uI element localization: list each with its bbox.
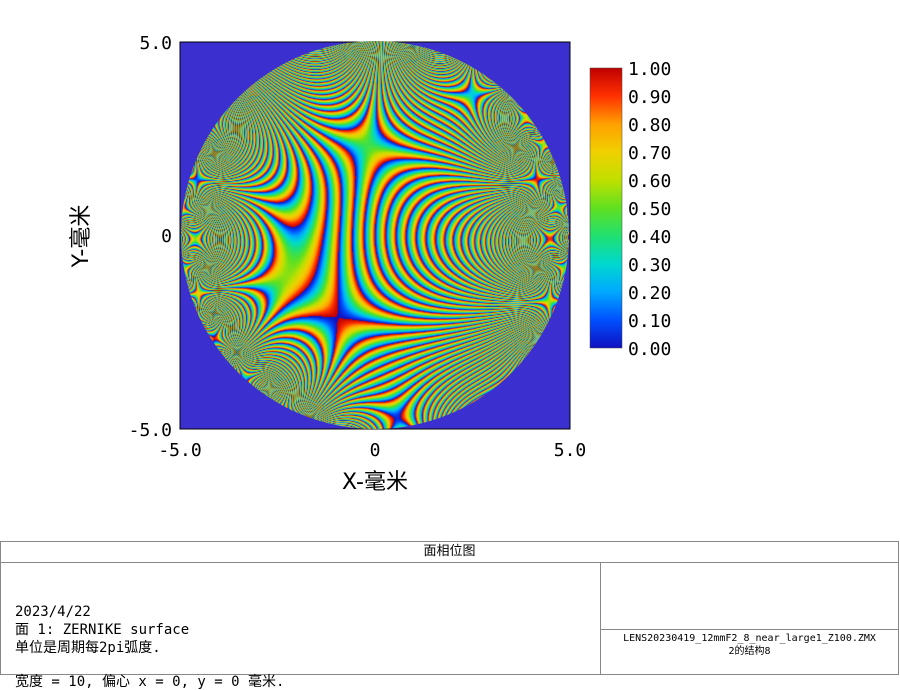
colorbar-tick-label: 0.10 (628, 311, 671, 332)
y-axis: 5.0 0 -5.0 Y-毫米 (69, 33, 172, 441)
file-box: LENS20230419_12mmF2_8_near_large1_Z100.Z… (601, 629, 898, 674)
info-panel: 面相位图 2023/4/22 面 1: ZERNIKE surface 单位是周… (0, 541, 899, 690)
y-axis-title: Y-毫米 (69, 205, 94, 269)
colorbar-ticks: 1.00 0.90 0.80 0.70 0.60 0.50 0.40 0.30 0.20 0.10… (628, 59, 671, 360)
phase-map-chart: 5.0 0 -5.0 Y-毫米 -5.0 0 5.0 X-毫米 1.00 0.90… (69, 33, 671, 495)
colorbar-gradient (589, 67, 623, 349)
colorbar: 1.00 0.90 0.80 0.70 0.60 0.50 0.40 0.30 0.20 0.10… (589, 59, 671, 360)
colorbar-tick-label: 0.40 (628, 227, 671, 248)
colorbar-tick-label: 0.70 (628, 143, 671, 164)
y-tick-label: 0 (161, 226, 172, 247)
width-label: 宽度 = 10, 偏心 x = 0, y = 0 毫米. (15, 674, 285, 690)
x-axis: -5.0 0 5.0 X-毫米 (158, 440, 586, 495)
surface-label: 面 1: ZERNIKE surface (15, 622, 190, 638)
colorbar-tick-label: 0.50 (628, 199, 671, 220)
info-details: 2023/4/22 面 1: ZERNIKE surface 单位是周期每2pi… (1, 563, 601, 690)
colorbar-tick-label: 0.90 (628, 87, 671, 108)
units-label: 单位是周期每2pi弧度. (15, 640, 161, 656)
date-label: 2023/4/22 (15, 604, 91, 620)
phase-map-pupil (181, 41, 569, 429)
config-label: 2的结构8 (728, 646, 771, 657)
colorbar-tick-label: 1.00 (628, 59, 671, 80)
x-axis-title: X-毫米 (342, 470, 408, 495)
colorbar-tick-label: 0.60 (628, 171, 671, 192)
x-tick-label: 5.0 (554, 440, 587, 461)
panel-title: 面相位图 (1, 542, 898, 563)
colorbar-tick-label: 0.20 (628, 283, 671, 304)
colorbar-tick-label: 0.80 (628, 115, 671, 136)
colorbar-tick-label: 0.00 (628, 339, 671, 360)
phase-heatmap-image (181, 41, 569, 429)
file-info: LENS20230419_12mmF2_8_near_large1_Z100.Z… (601, 563, 898, 674)
y-tick-label: 5.0 (139, 33, 172, 54)
x-tick-label: -5.0 (158, 440, 201, 461)
y-tick-label: -5.0 (129, 420, 172, 441)
colorbar-tick-label: 0.30 (628, 255, 671, 276)
x-tick-label: 0 (370, 440, 381, 461)
filename-label: LENS20230419_12mmF2_8_near_large1_Z100.Z… (623, 633, 876, 644)
